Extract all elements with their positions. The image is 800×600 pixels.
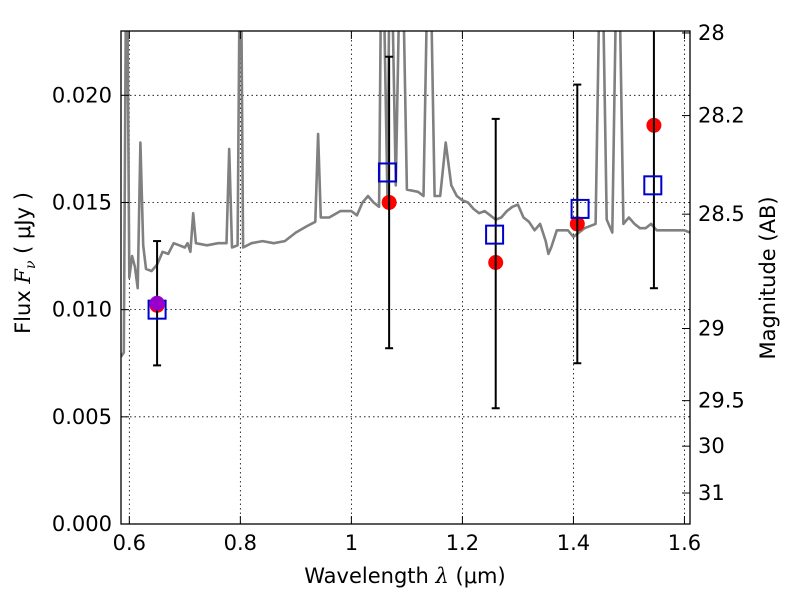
x-tick-label: 1.6 bbox=[668, 531, 701, 555]
y2-tick-label: 31 bbox=[698, 481, 725, 505]
tick-labels: 0.6 0.8 1 1.2 1.4 1.6 0.000 0.005 0.010 0.015 0.02… bbox=[52, 21, 745, 555]
data-point-square bbox=[643, 175, 663, 196]
y-axis-label: Flux Fν ( μJy ) bbox=[11, 192, 39, 334]
ticks bbox=[121, 31, 690, 525]
data-point-square bbox=[377, 162, 397, 183]
x-tick-label: 1.2 bbox=[446, 531, 479, 555]
x-tick-label: 1 bbox=[345, 531, 358, 555]
y-tick-label: 0.015 bbox=[52, 190, 112, 214]
y-tick-label: 0.010 bbox=[52, 298, 112, 322]
y-tick-label: 0.005 bbox=[52, 405, 112, 429]
x-tick-label: 0.6 bbox=[113, 531, 146, 555]
y-tick-label: 0.020 bbox=[52, 83, 112, 107]
x-tick-label: 0.8 bbox=[224, 531, 257, 555]
data-point-circle bbox=[149, 295, 165, 311]
y2-axis-label: Magnitude (AB) bbox=[756, 196, 780, 359]
data-point-square bbox=[570, 198, 590, 219]
plot-frame bbox=[120, 30, 691, 525]
x-tick-label: 1.4 bbox=[557, 531, 590, 555]
x-axis-label: Wavelength λ (μm) bbox=[304, 564, 505, 588]
plot-area bbox=[121, 31, 690, 410]
y2-tick-label: 28.5 bbox=[698, 202, 745, 226]
y2-tick-label: 28 bbox=[698, 21, 725, 45]
y2-tick-label: 29.5 bbox=[698, 389, 745, 413]
data-point-square bbox=[485, 224, 505, 245]
y-tick-label: 0.000 bbox=[52, 512, 112, 536]
y2-tick-label: 29 bbox=[698, 317, 725, 341]
y2-tick-label: 28.2 bbox=[698, 104, 745, 128]
y2-tick-label: 30 bbox=[698, 434, 725, 458]
spectrum-line bbox=[121, 31, 690, 358]
